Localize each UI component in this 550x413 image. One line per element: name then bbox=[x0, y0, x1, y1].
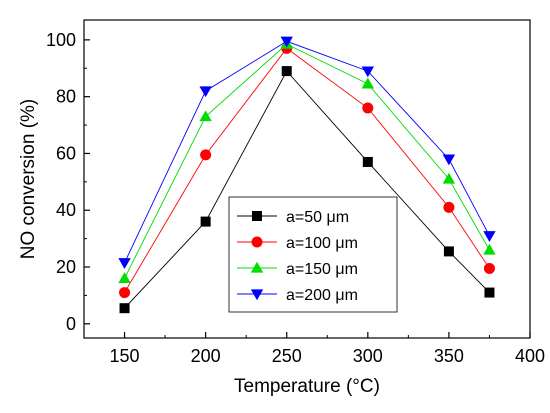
y-tick-label: 40 bbox=[56, 200, 76, 220]
data-point bbox=[118, 272, 131, 284]
y-tick-label: 60 bbox=[56, 143, 76, 163]
legend-label: a=200 μm bbox=[286, 287, 358, 304]
series-3 bbox=[118, 37, 496, 284]
y-axis-title: NO conversion (%) bbox=[18, 99, 39, 260]
legend-item: a=50 μm bbox=[237, 209, 349, 226]
legend-label: a=50 μm bbox=[286, 209, 349, 226]
y-tick-label: 0 bbox=[66, 314, 76, 334]
y-tick-label: 100 bbox=[46, 30, 76, 50]
legend-item: a=200 μm bbox=[237, 287, 358, 304]
data-point bbox=[483, 262, 495, 274]
series-layer bbox=[118, 36, 496, 314]
data-point bbox=[484, 287, 495, 298]
x-tick-label: 400 bbox=[515, 346, 545, 366]
data-point bbox=[119, 303, 130, 314]
legend-label: a=100 μm bbox=[286, 235, 358, 252]
data-point bbox=[442, 172, 456, 184]
x-tick-label: 250 bbox=[272, 346, 302, 366]
data-point bbox=[281, 66, 292, 77]
data-point bbox=[483, 231, 496, 242]
data-point bbox=[280, 36, 293, 48]
data-point bbox=[119, 287, 131, 299]
legend-marker bbox=[250, 289, 264, 301]
data-point bbox=[199, 86, 212, 98]
y-tick-label: 80 bbox=[56, 87, 76, 107]
axis-ticks: 150 200 250 300 350 400 0 20 40 60 80 100 bbox=[46, 30, 545, 366]
data-point bbox=[362, 156, 373, 167]
legend: a=50 μm a=100 μm a=150 μm a=200 μm bbox=[228, 196, 398, 313]
series-line bbox=[124, 47, 490, 293]
legend-marker bbox=[250, 261, 264, 273]
series-line bbox=[124, 40, 490, 263]
legend-marker bbox=[251, 236, 263, 248]
legend-label: a=150 μm bbox=[286, 261, 358, 278]
legend-item: a=150 μm bbox=[237, 261, 358, 278]
x-axis-title: Temperature (°C) bbox=[234, 376, 380, 397]
data-point bbox=[118, 258, 131, 269]
x-tick-label: 300 bbox=[353, 346, 383, 366]
data-point bbox=[199, 110, 212, 122]
data-point bbox=[483, 243, 496, 255]
series-1 bbox=[119, 66, 495, 314]
series-line bbox=[124, 70, 490, 309]
legend-marker bbox=[252, 211, 262, 221]
series-4 bbox=[118, 36, 496, 269]
data-point bbox=[443, 246, 454, 257]
plot-frame bbox=[83, 19, 531, 339]
x-tick-label: 200 bbox=[191, 346, 221, 366]
x-tick-label: 350 bbox=[434, 346, 464, 366]
data-point bbox=[442, 154, 456, 166]
series-line bbox=[124, 43, 490, 279]
y-tick-label: 20 bbox=[56, 257, 76, 277]
data-point bbox=[443, 201, 455, 213]
data-point bbox=[361, 77, 375, 89]
data-point bbox=[200, 149, 212, 161]
x-tick-label: 150 bbox=[110, 346, 140, 366]
data-point bbox=[362, 102, 374, 114]
data-point bbox=[361, 66, 375, 78]
legend-item: a=100 μm bbox=[237, 235, 358, 252]
data-point bbox=[200, 216, 211, 227]
